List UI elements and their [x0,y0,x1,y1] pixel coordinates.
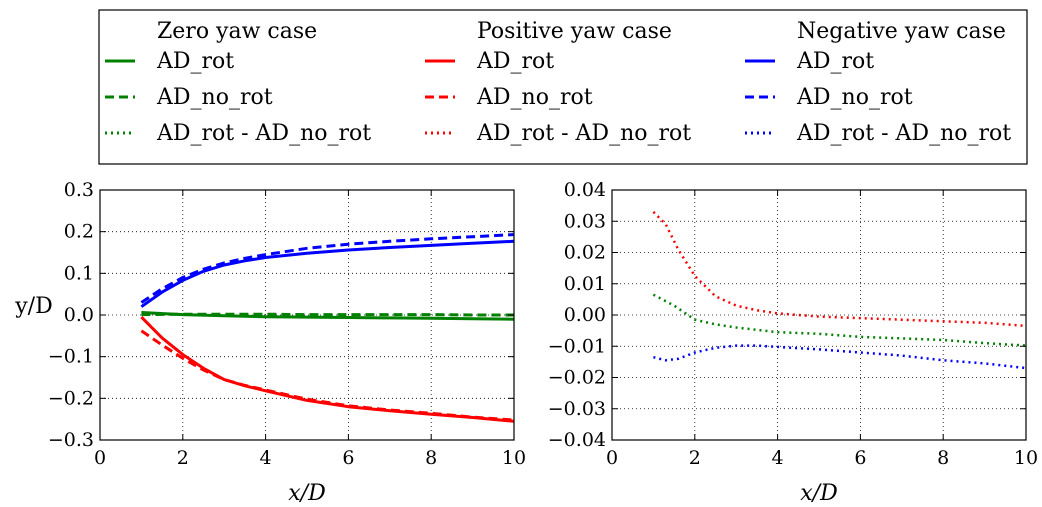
y-tick-label: −0.02 [548,367,606,389]
x-tick-label: 8 [425,447,437,469]
x-tick-label: 10 [502,447,526,469]
series-line-solid [140,239,515,308]
x-tick-label: 0 [606,447,618,469]
legend-entry-label: AD_rot [476,49,554,74]
x-tick-label: 10 [1014,447,1038,469]
legend-entry-label: AD_rot [156,49,234,74]
x-axis-label: x/D [288,481,326,506]
x-tick-label: 6 [854,447,866,469]
left-plot-panel: 0 2 4 6 8 10 0.3 0.2 0.1 0.0 −0.1 −0.2 −0.3 x/D y/D [14,179,526,506]
legend: Zero yaw case AD_rot AD_no_rot AD_rot - AD_… [98,9,1028,165]
legend-entry-label: AD_rot [796,49,874,74]
x-tick-label: 4 [260,447,272,469]
legend-entry-label: AD_rot - AD_no_rot [796,121,1011,146]
y-tick-label: 0.02 [564,242,606,264]
x-axis-label: x/D [800,481,838,506]
y-tick-label: 0.0 [64,304,94,326]
legend-column-title: Negative yaw case [797,19,1006,44]
x-tick-label: 8 [937,447,949,469]
series-line-dotted [652,211,1027,328]
y-tick-label: −0.1 [48,346,94,368]
legend-entry-label: AD_rot - AD_no_rot [476,121,691,146]
x-tick-label: 4 [772,447,784,469]
legend-frame [98,9,1028,165]
series-line-dashed [140,233,515,304]
y-tick-label: −0.03 [548,398,606,420]
y-tick-label: −0.01 [548,335,606,357]
legend-column-title: Positive yaw case [477,19,672,44]
y-tick-label: 0.01 [564,273,606,295]
series-line-dashed [140,329,515,422]
legend-entry-label: AD_no_rot [796,85,913,110]
x-tick-label: 2 [177,447,189,469]
legend-entry-label: AD_no_rot [476,85,593,110]
y-tick-label: 0.04 [564,179,606,201]
y-tick-label: 0.03 [564,210,606,232]
plot-frame [611,189,1027,441]
series-line-solid [140,316,515,423]
x-tick-label: 6 [342,447,354,469]
y-tick-label: −0.3 [48,429,94,451]
series-line-dashed [141,312,514,317]
y-tick-label: 0.2 [64,221,94,243]
y-tick-label: −0.2 [48,387,94,409]
x-tick-label: 0 [94,447,106,469]
y-tick-label: 0.00 [564,304,606,326]
right-plot-panel: 0 2 4 6 8 10 0.04 0.03 0.02 0.01 0.00 −0.01 −0.02 −0.… [548,179,1038,506]
y-tick-label: −0.04 [548,429,606,451]
legend-column-title: Zero yaw case [157,19,317,44]
y-tick-label: 0.3 [64,179,94,201]
series-line-dotted [653,344,1027,370]
series-line-dotted [652,293,1027,347]
x-tick-label: 2 [689,447,701,469]
legend-entry-label: AD_rot - AD_no_rot [156,121,371,146]
y-axis-label: y/D [14,294,52,319]
legend-entry-label: AD_no_rot [156,85,273,110]
y-tick-label: 0.1 [64,262,94,284]
